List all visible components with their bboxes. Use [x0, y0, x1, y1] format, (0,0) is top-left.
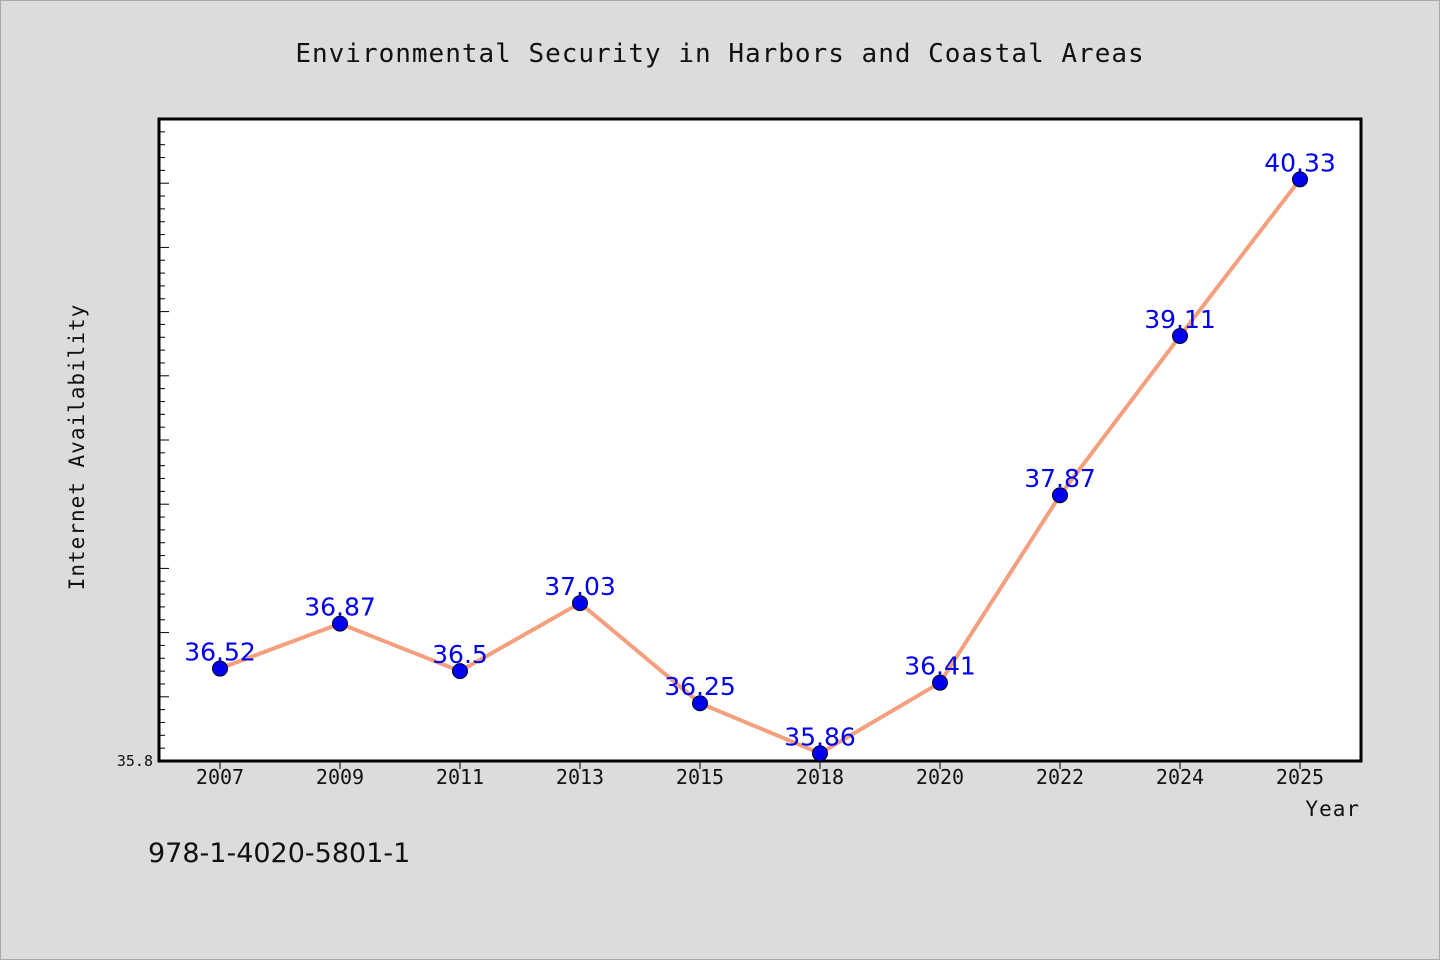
x-tick-label: 2018: [796, 765, 844, 789]
data-label: 36.87: [304, 593, 376, 622]
data-label: 37.03: [544, 572, 616, 601]
x-axis-ticks: 2007 2009 2011 2013 2015 2018 2020 2022 2024 2025: [196, 761, 1324, 789]
y-tick-label: 35.8: [117, 752, 153, 770]
data-point: [1172, 327, 1188, 344]
data-point: [572, 595, 588, 612]
data-point: [332, 615, 348, 632]
data-label: 37.87: [1024, 464, 1096, 493]
data-label: 36.25: [664, 672, 736, 701]
data-point: [1052, 487, 1068, 504]
y-axis-ticks: [159, 118, 169, 762]
series-line: [218, 177, 1302, 756]
data-point: [452, 663, 468, 680]
data-label: 36.5: [432, 640, 488, 669]
chart-title: Environmental Security in Harbors and Co…: [295, 39, 1144, 69]
x-tick-label: 2020: [916, 765, 964, 789]
data-label: 36.52: [184, 638, 256, 667]
y-axis-label: Internet Availability: [65, 304, 89, 591]
isbn-annotation: 978-1-4020-5801-1: [148, 838, 410, 869]
data-label: 36.41: [904, 652, 976, 681]
data-label: 39.11: [1144, 305, 1216, 334]
x-tick-label: 2011: [436, 765, 484, 789]
series-group: 36.52 36.87 36.5 37.03 36.25 35.86 36.41 37.87 3…: [184, 148, 1336, 762]
data-label: 35.86: [784, 722, 856, 751]
x-tick-label: 2022: [1036, 765, 1084, 789]
x-tick-label: 2015: [676, 765, 724, 789]
data-point: [812, 745, 828, 762]
x-tick-label: 2007: [196, 765, 244, 789]
data-point: [932, 674, 948, 691]
plot-area: [157, 117, 1363, 763]
data-point: [1292, 171, 1308, 188]
x-tick-label: 2009: [316, 765, 364, 789]
x-tick-label: 2013: [556, 765, 604, 789]
data-point: [212, 660, 228, 677]
x-axis-label: Year: [1305, 797, 1360, 821]
data-point: [692, 695, 708, 712]
x-tick-label: 2024: [1156, 765, 1204, 789]
data-label: 40.33: [1264, 148, 1336, 177]
x-tick-label: 2025: [1276, 765, 1324, 789]
